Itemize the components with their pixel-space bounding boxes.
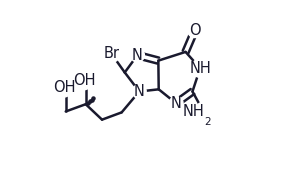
- Text: Br: Br: [103, 46, 119, 61]
- Text: NH: NH: [189, 61, 211, 76]
- Circle shape: [102, 44, 120, 62]
- Circle shape: [195, 102, 215, 122]
- Text: N: N: [134, 84, 145, 99]
- Text: O: O: [189, 23, 201, 38]
- Circle shape: [132, 85, 146, 98]
- Text: NH: NH: [183, 104, 204, 119]
- Circle shape: [75, 72, 93, 90]
- Circle shape: [131, 48, 144, 62]
- Text: OH: OH: [73, 73, 95, 88]
- Text: N: N: [132, 48, 143, 63]
- Text: OH: OH: [53, 80, 75, 95]
- Text: N: N: [171, 96, 181, 111]
- Circle shape: [191, 59, 209, 77]
- Circle shape: [169, 96, 183, 110]
- Text: 2: 2: [204, 117, 211, 127]
- Circle shape: [55, 79, 73, 97]
- Circle shape: [188, 24, 202, 38]
